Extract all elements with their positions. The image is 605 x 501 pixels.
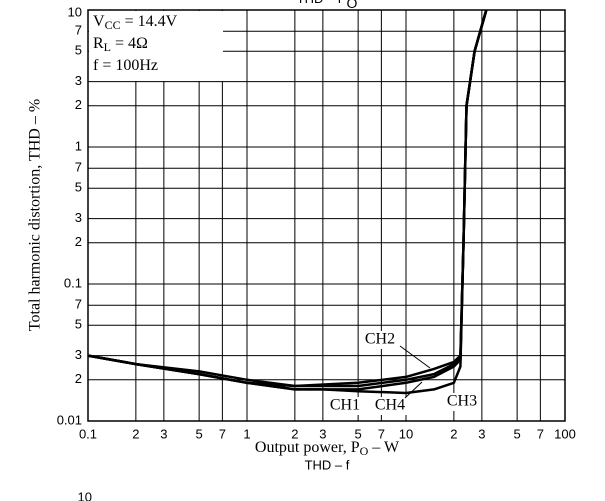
- condition: VCC = 14.4V: [93, 13, 178, 32]
- x-tick-label: 0.1: [79, 426, 97, 441]
- series-label: CH1: [330, 397, 360, 414]
- y-axis-label: Total harmonic distortion, THD – %: [27, 99, 44, 331]
- x-axis-label-sub: O: [360, 444, 369, 458]
- x-tick-label: 10: [399, 426, 413, 441]
- condition-rest: = 14.4V: [121, 13, 178, 30]
- y-tick-label: 3: [75, 347, 82, 362]
- series-label: CH2: [365, 331, 395, 348]
- y-tick-label: 1: [75, 138, 82, 153]
- x-axis-label: Output power, PO – W: [255, 439, 400, 458]
- condition-rest: = 4Ω: [111, 35, 148, 52]
- y-tick-label: 10: [68, 4, 82, 19]
- y-tick-label: 5: [75, 317, 82, 332]
- conditions-box: [89, 11, 223, 81]
- x-tick-label: 1: [243, 426, 250, 441]
- chart-title-main: THD – P: [297, 0, 347, 6]
- x-axis-label-rest: – W: [368, 439, 400, 456]
- y-tick-label: 5: [75, 180, 82, 195]
- x-tick-label: 7: [219, 426, 226, 441]
- y-tick-label: 0.1: [64, 275, 82, 290]
- condition-sub: L: [104, 40, 111, 54]
- y-tick-label: 2: [75, 371, 82, 386]
- y-tick-label: 5: [75, 43, 82, 58]
- x-tick-label: 5: [196, 426, 203, 441]
- series-label-bg: [327, 397, 363, 415]
- series-label: CH3: [447, 393, 477, 410]
- leader-line: [399, 345, 431, 369]
- x-tick-label: 100: [554, 426, 576, 441]
- x-tick-label: 3: [319, 426, 326, 441]
- x-tick-label: 2: [291, 426, 298, 441]
- y-tick-label: 10: [78, 489, 92, 501]
- x-tick-label: 7: [378, 426, 385, 441]
- chart-title-sub: O: [346, 0, 357, 11]
- plot-frame: [87, 9, 566, 422]
- condition-sub: CC: [105, 18, 121, 32]
- condition-main: f = 100Hz: [93, 57, 158, 74]
- x-axis-label-main: Output power, P: [255, 439, 360, 456]
- series-label: CH4: [375, 397, 405, 414]
- condition-main: R: [93, 35, 104, 52]
- y-tick-label: 3: [75, 73, 82, 88]
- y-tick-label: 3: [75, 210, 82, 225]
- y-tick-label: 7: [75, 23, 82, 38]
- condition: f = 100Hz: [93, 57, 158, 74]
- leader-line: [404, 381, 423, 399]
- condition: RL = 4Ω: [93, 35, 148, 54]
- y-tick-label: 0.01: [57, 412, 82, 427]
- chart-title: THD – PO: [297, 0, 358, 11]
- y-tick-label: 2: [75, 97, 82, 112]
- x-tick-label: 5: [355, 426, 362, 441]
- y-tick-label: 2: [75, 234, 82, 249]
- y-tick-label: 7: [75, 297, 82, 312]
- x-tick-label: 3: [160, 426, 167, 441]
- x-tick-label: 2: [132, 426, 139, 441]
- series-line: [87, 9, 488, 388]
- x-tick-label: 5: [514, 426, 521, 441]
- series-label-bg: [444, 393, 480, 411]
- chart-title: THD – f: [305, 457, 350, 472]
- y-tick-label: 7: [75, 160, 82, 175]
- series-label-bg: [362, 331, 398, 349]
- x-tick-label: 3: [478, 426, 485, 441]
- series-label-bg: [372, 397, 408, 415]
- x-tick-label: 2: [450, 426, 457, 441]
- x-tick-label: 7: [537, 426, 544, 441]
- condition-main: V: [93, 13, 105, 30]
